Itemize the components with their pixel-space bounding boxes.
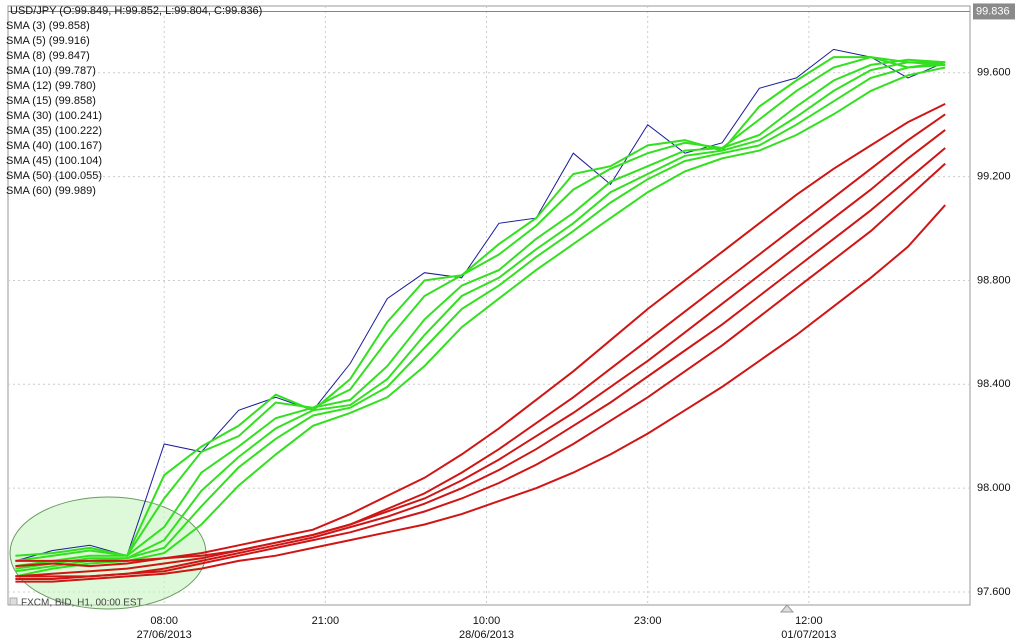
y-tick-label: 98.400 [977,378,1011,390]
sma-line [15,113,946,562]
chart-title: USD/JPY (O:99.849, H:99.852, L:99.804, C… [10,5,262,17]
sma-line [15,204,946,583]
legend-entry: SMA (8) (99.847) [6,50,90,62]
y-tick-label: 98.800 [977,274,1011,286]
x-tick-date: 01/07/2013 [781,629,836,641]
x-tick-label: 08:00 [150,615,178,627]
y-tick-label: 97.600 [977,586,1011,598]
sma-line [15,66,946,578]
x-tick-label: 21:00 [312,615,340,627]
x-tick-date: 27/06/2013 [137,629,192,641]
last-price-box [973,3,1015,20]
legend-entry: SMA (12) (99.780) [6,80,96,92]
footer-icon [9,597,18,606]
x-tick-label: 10:00 [473,615,501,627]
x-tick-date: 28/06/2013 [459,629,514,641]
x-tick-label: 23:00 [634,615,662,627]
sma-line [15,162,946,578]
legend-entry: SMA (10) (99.787) [6,65,96,77]
legend-entry: SMA (15) (99.858) [6,95,96,107]
labels: 97.600 98.000 98.400 98.800 99.200 99.600 08:0… [6,3,1015,641]
legend-entry: SMA (50) (100.055) [6,170,102,182]
legend-entry: SMA (60) (99.989) [6,185,96,197]
y-tick-label: 99.600 [977,67,1011,79]
legend-entry: SMA (40) (100.167) [6,140,102,152]
sma-line [15,61,946,570]
y-tick-label: 99.200 [977,170,1011,182]
sma-line [15,56,946,557]
legend-entry: SMA (45) (100.104) [6,155,102,167]
marker-triangle [779,604,795,613]
sma-line [15,61,946,573]
legend-entry: SMA (30) (100.241) [6,110,102,122]
price-line [15,48,946,562]
legend-entry: SMA (5) (99.916) [6,35,90,47]
sma-line [15,129,946,578]
sma-line [15,58,946,568]
sma-line [15,56,946,562]
footer: FXCM, BID, H1, 00:00 EST [21,598,143,609]
y-tick-label: 98.000 [977,482,1011,494]
legend-entry: SMA (3) (99.858) [6,20,90,32]
sma-line [15,147,946,580]
x-tick-label: 12:00 [795,615,823,627]
lines [15,48,946,583]
legend-entry: SMA (35) (100.222) [6,125,102,137]
last-price-label: 99.836 [976,5,1010,17]
